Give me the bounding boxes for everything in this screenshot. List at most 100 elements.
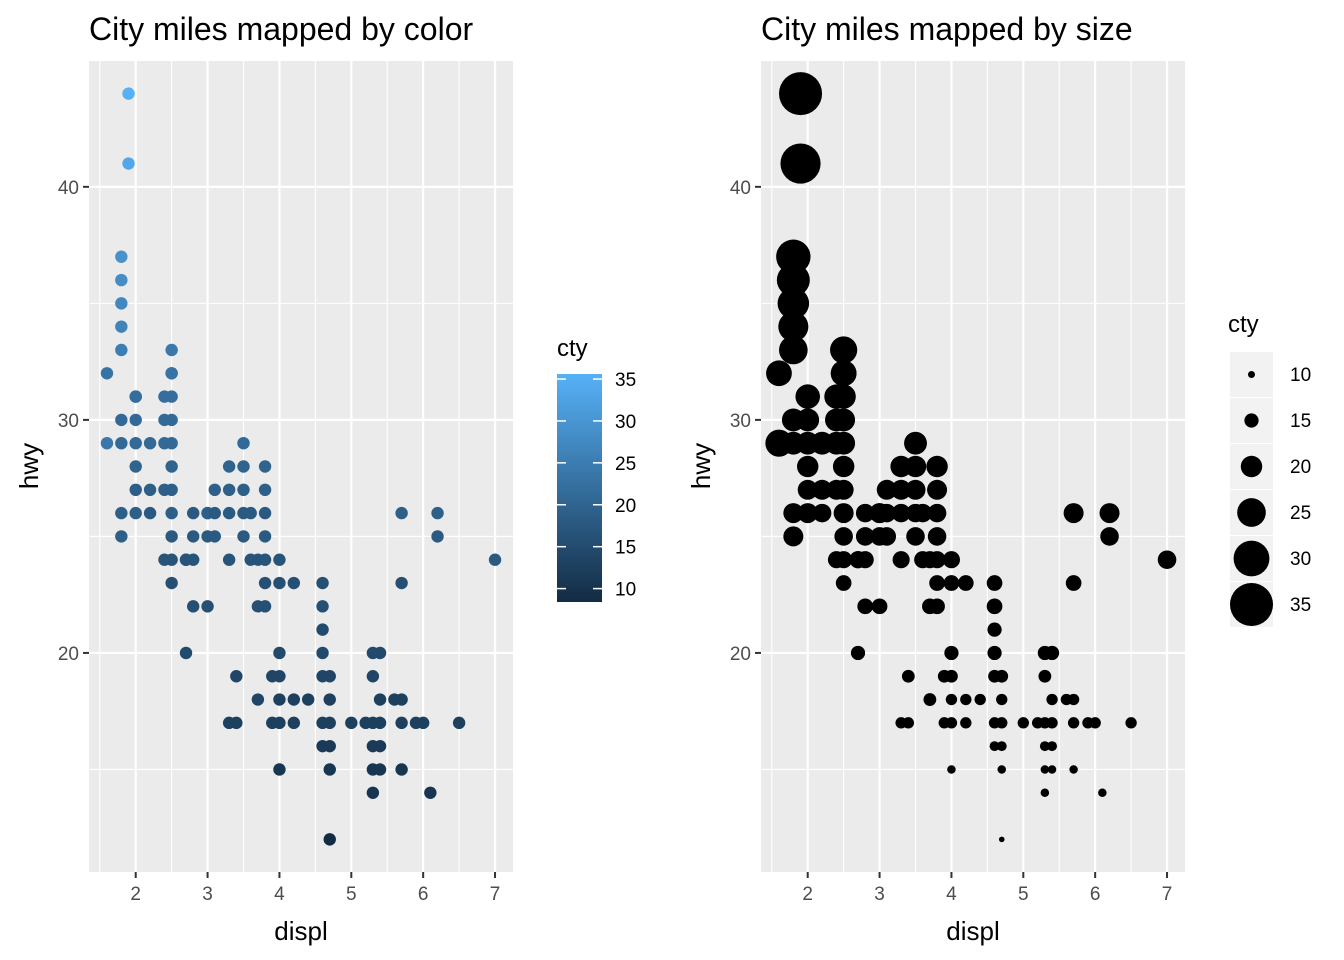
data-points [765,72,1177,843]
data-point [926,455,948,478]
data-point [913,503,932,523]
data-point [237,530,250,543]
x-tick-label: 6 [418,884,429,905]
data-point [1039,741,1050,752]
data-point [230,716,243,730]
data-point [877,503,897,523]
data-point [995,669,1009,683]
data-point [986,575,1003,591]
data-points [100,87,502,846]
data-point [373,739,387,753]
data-point [165,553,178,566]
data-point [100,436,114,450]
chart-title: City miles mapped by color [89,11,473,47]
data-point [237,483,250,497]
data-point [129,390,142,403]
size-legend: cty 10 15 20 25 30 35 [1228,311,1311,627]
data-point [796,408,820,432]
data-point [855,503,875,523]
data-point [835,575,852,591]
data-point [395,763,408,776]
data-point [1067,717,1080,729]
data-point [923,693,937,706]
data-point [927,503,947,523]
data-point [832,431,856,455]
data-point [945,717,958,729]
data-point [778,311,809,342]
data-point [1063,503,1084,524]
data-point [115,297,128,310]
legend-label: 35 [1290,595,1311,616]
data-point [115,250,128,263]
data-point [395,716,408,730]
x-tick-label: 5 [346,884,357,905]
data-point [258,460,272,473]
legend-label: 30 [1290,549,1311,570]
data-point [208,530,221,543]
data-point [165,576,178,590]
colorbar-label: 10 [615,580,636,601]
data-point [273,693,286,706]
x-tick-label: 2 [130,884,141,905]
data-point [833,503,854,524]
data-point [222,460,236,473]
data-point [927,527,947,546]
data-point [431,506,444,520]
data-point [345,716,358,730]
data-point [222,483,236,497]
data-point [830,360,857,387]
gridlines [89,61,513,872]
y-tick-label: 20 [730,644,751,665]
data-point [876,479,897,500]
data-point [1017,717,1029,729]
data-point [974,693,986,706]
data-point [373,646,387,660]
data-point [323,716,336,730]
data-point [855,527,875,546]
data-point [835,551,853,569]
y-tick-label: 40 [730,178,751,199]
data-point [273,670,286,683]
data-point [165,530,178,543]
data-point [273,716,286,730]
data-point [945,693,958,706]
x-tick-label: 4 [946,884,957,905]
x-tick-label: 3 [874,884,885,905]
data-point [273,576,286,590]
data-point [1046,693,1058,706]
data-point [237,436,250,450]
data-point [323,739,336,753]
data-point [927,479,948,500]
data-point [115,436,128,450]
data-point [1100,527,1119,546]
legend-key-point [1240,455,1263,478]
data-point [1125,717,1137,729]
data-point [833,479,854,500]
data-point [143,436,157,450]
data-point [431,530,444,543]
data-point [316,576,329,590]
data-point [779,335,808,365]
data-point [901,669,915,683]
x-tick-label: 4 [274,884,285,905]
data-point [165,506,178,520]
data-point [129,483,142,497]
data-point [1044,645,1060,661]
data-point [996,717,1008,729]
data-point [902,717,915,729]
data-point [416,716,430,730]
axis-ticks: 2 3 4 5 6 7 20 30 40 [58,178,500,905]
data-point [301,693,315,706]
data-point [1038,669,1052,683]
data-point [316,623,329,636]
legend-label: 15 [1290,411,1311,432]
x-tick-label: 6 [1090,884,1101,905]
x-tick-label: 2 [802,884,813,905]
data-point [1157,550,1177,569]
data-point [165,483,178,497]
axis-ticks: 2 3 4 5 6 7 20 30 40 [730,178,1172,905]
data-point [947,765,956,774]
data-point [831,384,856,409]
data-point [165,390,178,403]
data-point [323,693,336,706]
